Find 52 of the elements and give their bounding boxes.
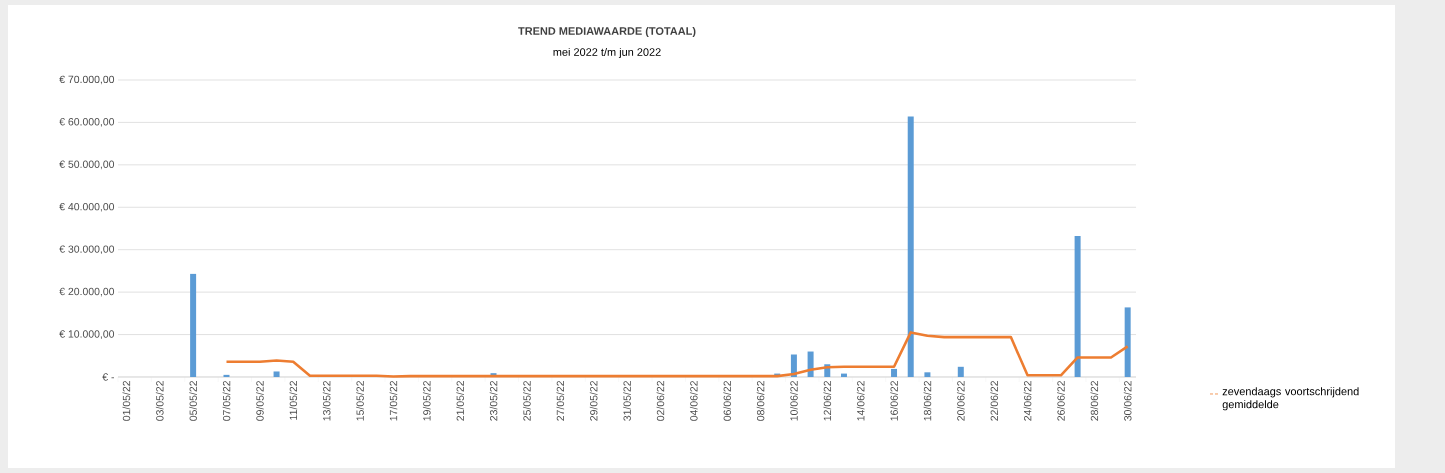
legend-label: zevendaags voortschrijdend gemiddelde: [1222, 387, 1359, 411]
x-tick-label: 22/06/22: [990, 381, 999, 421]
x-tick-label: 23/05/22: [489, 381, 498, 421]
y-tick-label: € 20.000,00: [59, 287, 115, 297]
x-tick-label: 13/05/22: [322, 381, 331, 421]
y-tick-label: € 60.000,00: [59, 118, 115, 127]
x-tick-label: 25/05/22: [523, 381, 531, 421]
bar: [273, 371, 280, 377]
x-tick-label: 26/06/22: [1057, 381, 1065, 421]
x-tick-label: 31/05/22: [623, 381, 631, 421]
y-tick-label: € 70.000,00: [59, 75, 115, 85]
y-tick-label: € 10.000,00: [59, 330, 115, 339]
x-tick-label: 16/06/22: [890, 381, 898, 421]
x-tick-label: 27/05/22: [556, 381, 565, 421]
y-tick-label: € 50.000,00: [59, 160, 115, 170]
x-tick-label: 24/06/22: [1023, 381, 1032, 421]
x-tick-label: 10/06/22: [790, 381, 798, 421]
bar: [907, 116, 914, 377]
x-tick-label: 08/06/22: [756, 381, 765, 421]
y-tick-label: € -: [102, 373, 115, 381]
x-tick-label: 06/06/22: [723, 381, 731, 421]
chart-title: TREND MEDIAWAARDE (TOTAAL): [518, 26, 696, 38]
bar: [840, 373, 847, 377]
x-tick-label: 20/06/22: [956, 381, 965, 421]
x-tick-label: 07/05/22: [222, 381, 231, 421]
x-tick-label: 15/05/22: [356, 381, 364, 421]
x-tick-label: 21/05/22: [456, 381, 464, 421]
x-tick-label: 18/06/22: [923, 381, 932, 421]
y-tick-label: € 40.000,00: [59, 202, 115, 212]
x-tick-label: 12/06/22: [823, 381, 832, 421]
bar: [1124, 307, 1131, 377]
bar: [957, 366, 964, 377]
y-tick-label: € 30.000,00: [59, 245, 115, 255]
bar: [924, 372, 931, 377]
x-tick-label: 29/05/22: [589, 381, 598, 421]
x-tick-label: 05/05/22: [189, 381, 197, 421]
x-tick-label: 01/05/22: [122, 381, 131, 421]
bar: [190, 273, 197, 377]
x-tick-label: 28/06/22: [1090, 381, 1099, 421]
x-tick-label: 17/05/22: [389, 381, 398, 421]
bar: [223, 374, 230, 377]
chart-subtitle: mei 2022 t/m jun 2022: [553, 47, 661, 59]
bar: [1074, 236, 1081, 377]
x-tick-label: 30/06/22: [1123, 381, 1132, 421]
x-tick-label: 02/06/22: [656, 381, 665, 421]
x-tick-label: 04/06/22: [689, 381, 698, 421]
x-tick-label: 09/05/22: [256, 381, 264, 421]
x-tick-label: 11/05/22: [289, 381, 298, 420]
bar: [891, 368, 898, 377]
x-tick-label: 14/06/22: [856, 381, 865, 421]
x-tick-label: 19/05/22: [422, 381, 431, 421]
x-tick-label: 03/05/22: [155, 381, 164, 421]
